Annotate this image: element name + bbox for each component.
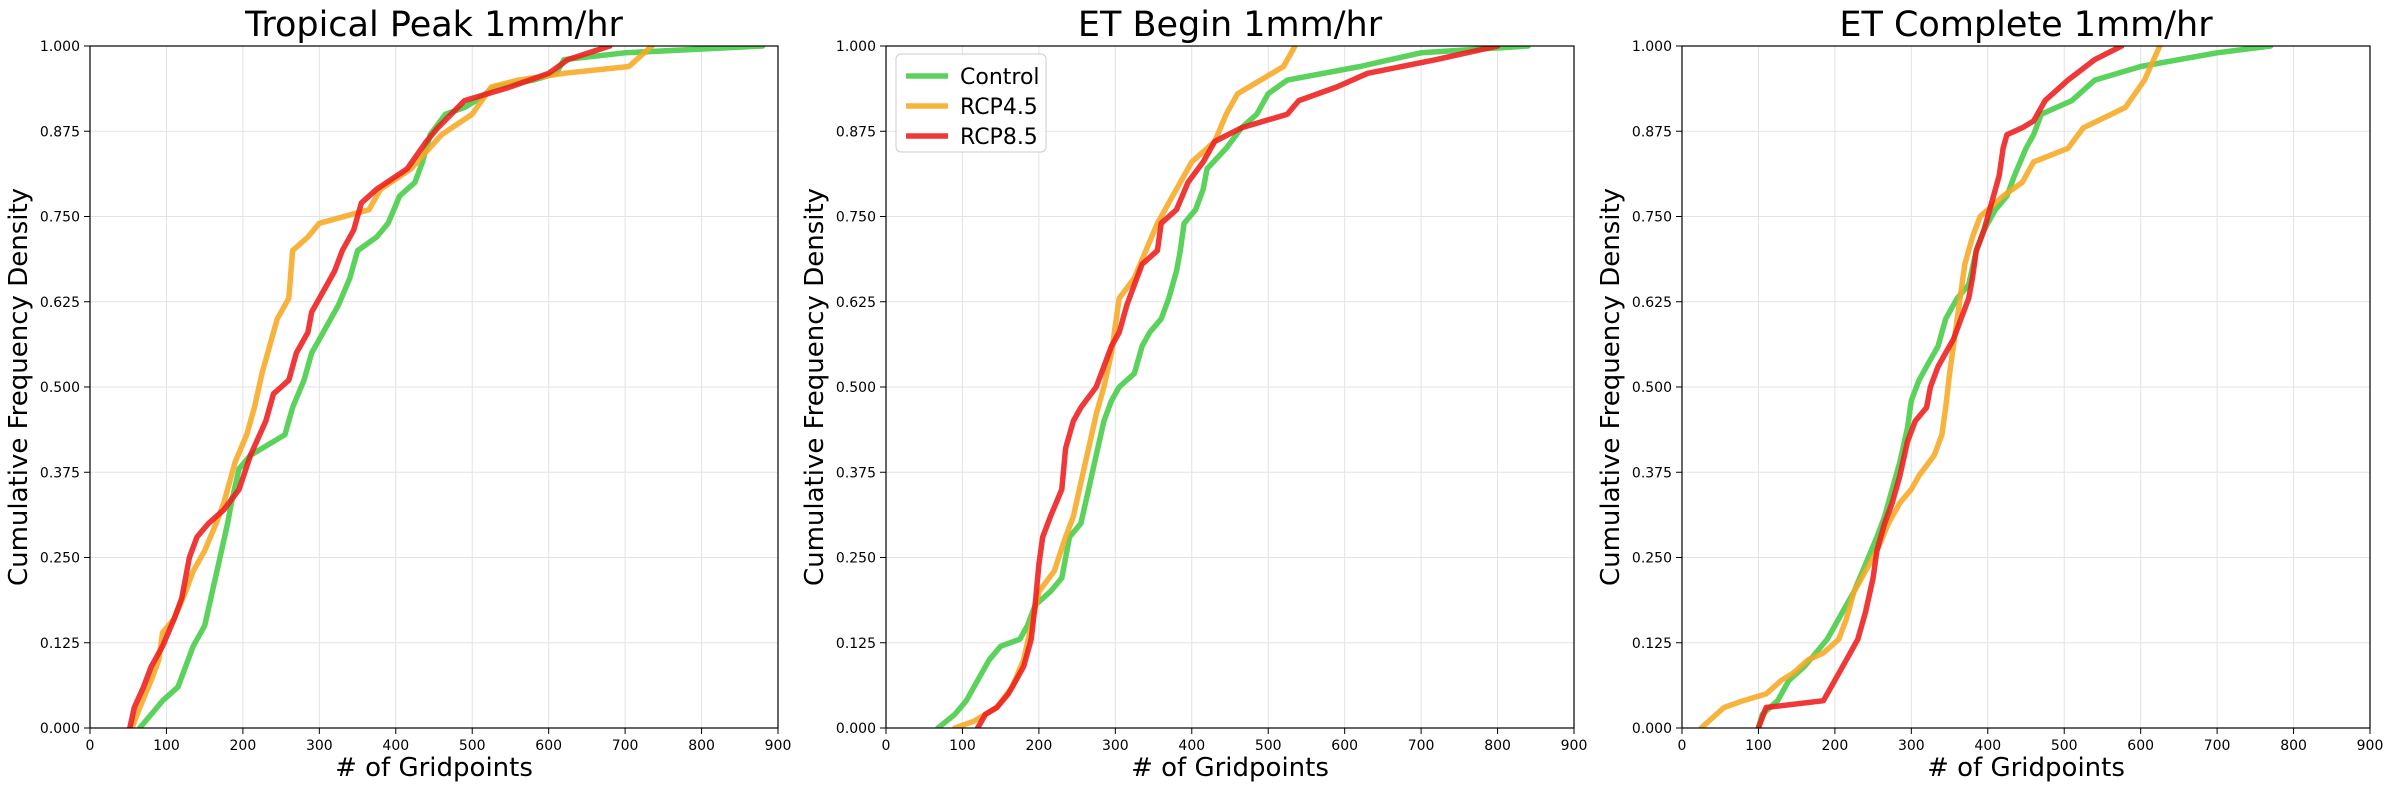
chart-panel-2: 0 100 200 300 400 500 600 700 800 900 0.000 0.125 0.… [1596,5,2383,783]
x-tick-label: 100 [1745,738,1772,754]
y-tick-label: 0.375 [1632,465,1672,481]
x-tick-label: 400 [1178,738,1205,754]
x-tick-label: 500 [459,738,486,754]
y-tick-label: 0.125 [836,636,876,652]
x-tick-label: 300 [1898,738,1925,754]
x-tick-label: 600 [535,738,562,754]
y-tick-label: 0.250 [836,551,876,567]
x-tick-label: 200 [230,738,257,754]
y-axis-label: Cumulative Frequency Density [4,188,34,586]
chart-panel-0: 0 100 200 300 400 500 600 700 800 900 0.000 0.125 0.… [4,5,791,783]
series-line-rcp85 [1755,46,2125,728]
x-axis-label: # of Gridpoints [1927,753,2125,783]
y-tick-label: 0.000 [836,721,876,737]
x-axis-label: # of Gridpoints [335,753,533,783]
x-tick-label: 900 [765,738,792,754]
x-tick-label: 400 [382,738,409,754]
y-tick-label: 0.875 [1632,124,1672,140]
y-tick-label: 0.750 [1632,210,1672,226]
chart-title: ET Complete 1mm/hr [1839,5,2213,45]
y-tick-label: 0.250 [1632,551,1672,567]
x-tick-label: 100 [949,738,976,754]
x-tick-label: 600 [2127,738,2154,754]
x-tick-label: 600 [1331,738,1358,754]
y-tick-label: 0.375 [836,465,876,481]
y-tick-label: 0.750 [836,210,876,226]
legend-label: RCP8.5 [960,125,1038,150]
y-tick-label: 0.250 [40,551,80,567]
y-tick-label: 0.500 [40,380,80,396]
x-tick-label: 800 [2280,738,2307,754]
y-tick-label: 0.875 [836,124,876,140]
y-tick-label: 0.625 [836,295,876,311]
y-tick-label: 0.375 [40,465,80,481]
series-line-rcp45 [1698,46,2163,728]
y-tick-label: 0.125 [1632,636,1672,652]
x-tick-label: 500 [1255,738,1282,754]
y-tick-label: 0.875 [40,124,80,140]
legend: Control RCP4.5 RCP8.5 [895,53,1047,153]
chart-title: ET Begin 1mm/hr [1078,5,1383,45]
series-line-control [136,46,766,728]
series-line-rcp85 [127,46,613,728]
legend-label: RCP4.5 [960,95,1038,120]
x-tick-label: 700 [2204,738,2231,754]
y-tick-label: 1.000 [1632,39,1672,55]
x-tick-label: 0 [86,738,95,754]
x-axis-label: # of Gridpoints [1131,753,1329,783]
y-tick-label: 0.500 [1632,380,1672,396]
x-tick-label: 800 [1484,738,1511,754]
legend-label: Control [960,65,1040,90]
x-tick-label: 200 [1026,738,1053,754]
x-tick-label: 400 [1974,738,2001,754]
y-tick-label: 0.125 [40,636,80,652]
chart-title: Tropical Peak 1mm/hr [244,5,623,45]
x-tick-label: 500 [2051,738,2078,754]
x-tick-label: 200 [1822,738,1849,754]
y-tick-label: 0.625 [1632,295,1672,311]
y-tick-label: 0.500 [836,380,876,396]
x-tick-label: 800 [688,738,715,754]
y-axis-label: Cumulative Frequency Density [1596,188,1626,586]
y-tick-label: 1.000 [40,39,80,55]
y-axis-label: Cumulative Frequency Density [800,188,830,586]
y-tick-label: 0.625 [40,295,80,311]
y-tick-label: 0.750 [40,210,80,226]
x-tick-label: 300 [1102,738,1129,754]
y-tick-label: 0.000 [40,721,80,737]
x-tick-label: 300 [306,738,333,754]
x-tick-label: 900 [1561,738,1588,754]
series-line-rcp85 [974,46,1501,728]
y-tick-label: 1.000 [836,39,876,55]
chart-panel-1: 0 100 200 300 400 500 600 700 800 900 0.000 0.125 0.… [800,5,1587,783]
x-tick-label: 0 [882,738,891,754]
x-tick-label: 0 [1678,738,1687,754]
x-tick-label: 700 [612,738,639,754]
y-tick-label: 0.000 [1632,721,1672,737]
x-tick-label: 700 [1408,738,1435,754]
x-tick-label: 900 [2357,738,2384,754]
series-line-control [1755,46,2274,728]
x-tick-label: 100 [153,738,180,754]
